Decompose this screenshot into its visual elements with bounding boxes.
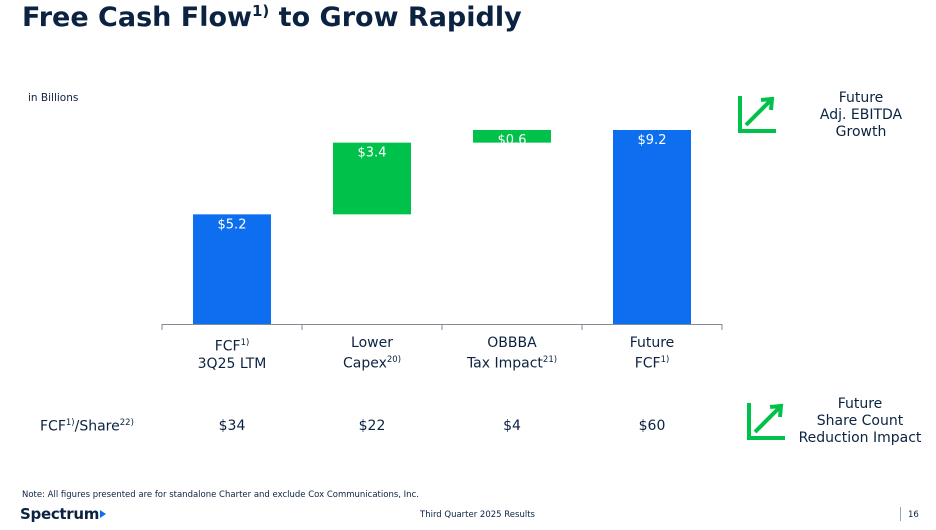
fcf-per-share-label-b-sup: 22) <box>119 418 134 428</box>
category-1-line2: Capex <box>342 355 387 372</box>
bar-1 <box>333 142 411 215</box>
category-2-line2: Tax Impact <box>466 355 543 372</box>
per-share-value: $22 <box>358 418 386 434</box>
per-share-value: $34 <box>218 418 246 434</box>
title-main: Free Cash Flow <box>22 2 252 33</box>
fcf-per-share-label-a: FCF <box>40 418 66 435</box>
side-note-ebitda-line3: Growth <box>835 124 887 140</box>
bar-value-label: $0.6 <box>498 133 527 148</box>
footer-report-name: Third Quarter 2025 Results <box>420 510 535 520</box>
spectrum-logo: Spectrum <box>20 505 107 523</box>
bar-0 <box>193 214 271 324</box>
fcf-per-share-label-b: /Share <box>74 418 120 435</box>
bar-3 <box>613 130 691 324</box>
page-number: 16 <box>908 510 919 520</box>
bar-value-label: $5.2 <box>218 217 247 232</box>
category-label-lower-capex: Lower Capex20) <box>302 335 442 373</box>
category-0-line1: FCF <box>214 338 241 355</box>
category-1-line2-sup: 20) <box>386 355 402 365</box>
side-note-ebitda-line2: Adj. EBITDA <box>819 107 903 123</box>
logo-arrow-icon <box>100 510 107 518</box>
title-superscript: 1) <box>251 2 270 20</box>
side-note-ebitda-line1: Future <box>838 90 884 106</box>
side-note-ebitda: Future Adj. EBITDA Growth <box>796 90 926 141</box>
category-2-line2-sup: 21) <box>542 355 558 365</box>
per-share-value: $4 <box>503 418 521 434</box>
category-label-future-fcf: Future FCF1) <box>582 335 722 373</box>
per-share-value: $60 <box>638 418 666 434</box>
page-title: Free Cash Flow1) to Grow Rapidly <box>22 2 522 33</box>
bar-2 <box>473 130 551 143</box>
footer-divider <box>900 507 901 521</box>
category-3-line1: Future <box>629 335 675 351</box>
title-tail: to Grow Rapidly <box>269 2 522 33</box>
category-3-line2-sup: 1) <box>660 355 670 365</box>
category-label-obbba: OBBBA Tax Impact21) <box>442 335 582 373</box>
fcf-per-share-label-a-sup: 1) <box>65 418 75 428</box>
category-0-line1-sup: 1) <box>240 338 250 348</box>
unit-label: in Billions <box>28 92 79 104</box>
fcf-per-share-label: FCF1)/Share22) <box>40 418 134 435</box>
category-3-line2: FCF <box>634 355 661 372</box>
footnote: Note: All figures presented are for stan… <box>22 490 419 500</box>
trend-up-icon <box>738 96 776 133</box>
logo-text: Spectrum <box>20 505 100 523</box>
bar-value-label: $9.2 <box>638 133 667 148</box>
trend-up-icon <box>747 403 785 440</box>
category-label-fcf-ltm: FCF1) 3Q25 LTM <box>162 335 302 373</box>
side-note-share-line1: Future <box>837 396 883 412</box>
side-note-share-line2: Share Count <box>816 413 904 429</box>
category-2-line1: OBBBA <box>487 335 537 351</box>
side-note-share-line3: Reduction Impact <box>798 430 922 446</box>
side-note-share-count: Future Share Count Reduction Impact <box>795 396 925 447</box>
bar-value-label: $3.4 <box>358 146 387 161</box>
category-0-line2: 3Q25 LTM <box>197 355 267 372</box>
category-1-line1: Lower <box>351 335 393 351</box>
